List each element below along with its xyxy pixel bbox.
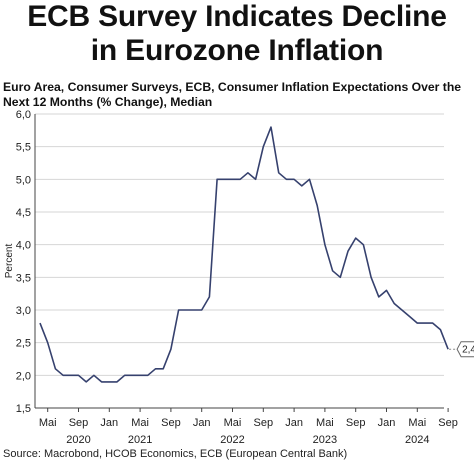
x-tick-year-label: 2020 [66, 434, 90, 446]
x-tick-label: Mai [316, 417, 334, 429]
end-label-box [456, 341, 474, 358]
x-tick-label: Sep [161, 417, 181, 429]
x-tick-year-label: 2023 [313, 434, 337, 446]
x-tick-label: Mai [39, 417, 57, 429]
y-tick-label: 2,0 [16, 370, 31, 382]
x-tick-label: Sep [254, 417, 274, 429]
y-tick-label: 5,0 [16, 174, 31, 186]
source-note: Source: Macrobond, HCOB Economics, ECB (… [3, 448, 348, 460]
x-tick-label: Mai [131, 417, 149, 429]
y-axis-label: Percent [4, 244, 15, 279]
chart-title-line-2: in Eurozone Inflation [90, 34, 384, 67]
series-line [39, 126, 449, 383]
chart-title-line-1: ECB Survey Indicates Decline [27, 0, 447, 33]
x-tick-label: Jan [285, 417, 303, 429]
x-tick-label: Jan [378, 417, 396, 429]
x-tick-label: Jan [100, 417, 118, 429]
x-tick-label: Jan [193, 417, 211, 429]
y-tick-label: 5,5 [16, 142, 31, 154]
y-tick-label: 6,0 [16, 109, 31, 121]
y-tick-label: 2,5 [16, 338, 31, 350]
y-tick-label: 4,5 [16, 207, 31, 219]
y-tick-label: 4,0 [16, 240, 31, 252]
x-tick-year-label: 2021 [128, 434, 152, 446]
end-value-label: 2,4% [462, 345, 474, 356]
x-tick-year-label: 2022 [220, 434, 244, 446]
x-tick-label: Mai [408, 417, 426, 429]
x-tick-label: Sep [438, 417, 458, 429]
x-tick-year-label: 2024 [405, 434, 429, 446]
x-tick-label: Sep [69, 417, 89, 429]
x-tick-label: Sep [346, 417, 366, 429]
y-tick-label: 3,5 [16, 272, 31, 284]
y-tick-label: 1,5 [16, 403, 31, 415]
chart-subtitle: Euro Area, Consumer Surveys, ECB, Consum… [3, 80, 462, 109]
y-tick-label: 3,0 [16, 305, 31, 317]
x-tick-label: Mai [224, 417, 242, 429]
